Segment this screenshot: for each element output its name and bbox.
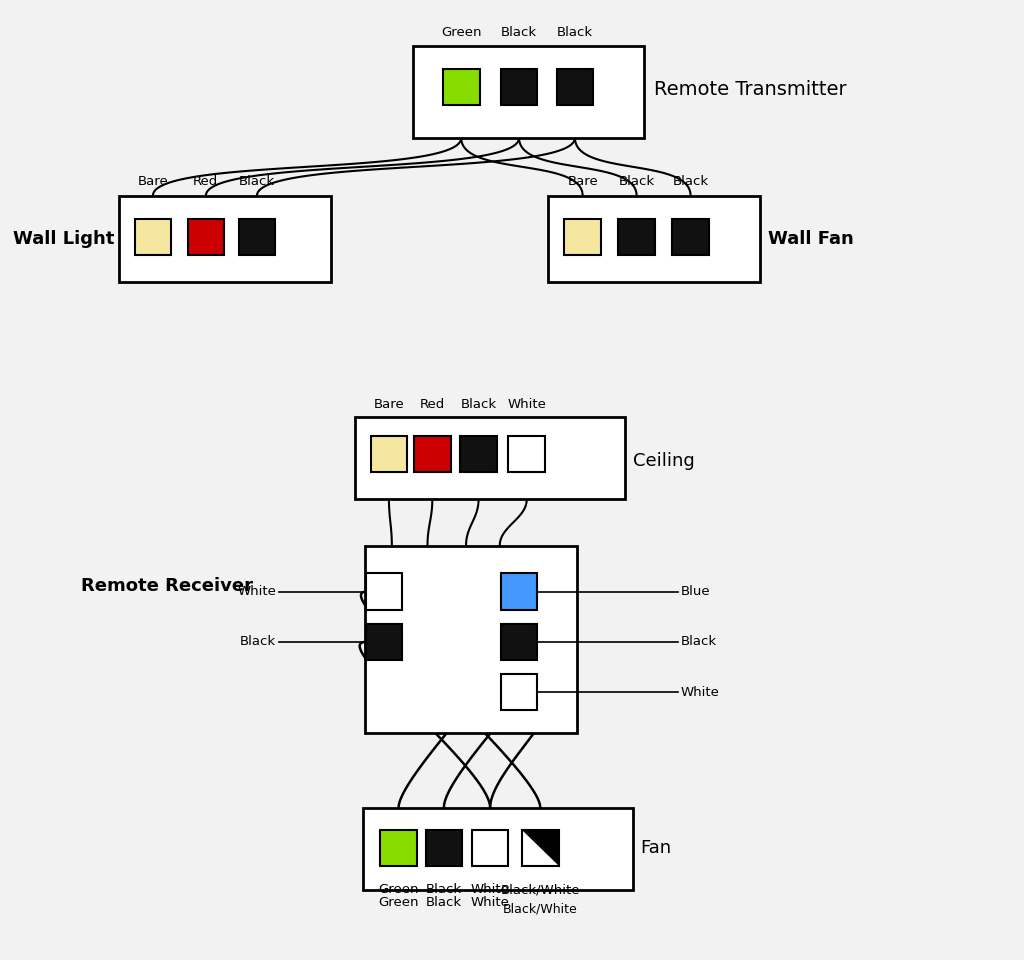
Text: Blue: Blue <box>681 586 711 598</box>
Text: White: White <box>681 685 720 699</box>
Text: Remote Transmitter: Remote Transmitter <box>654 81 847 99</box>
Text: Fan: Fan <box>640 839 672 857</box>
Bar <box>413 46 644 138</box>
Text: Wall Light: Wall Light <box>13 230 115 248</box>
Bar <box>366 624 402 660</box>
Bar <box>673 219 709 255</box>
Text: Green: Green <box>441 26 481 38</box>
Text: Bare: Bare <box>137 175 168 188</box>
Bar <box>119 196 331 282</box>
Bar <box>443 68 479 106</box>
Text: Ceiling: Ceiling <box>633 452 694 469</box>
Bar <box>362 807 633 890</box>
Bar <box>509 436 545 472</box>
Bar <box>239 219 275 255</box>
Bar <box>187 219 224 255</box>
Text: Black: Black <box>501 26 538 38</box>
Bar <box>501 68 538 106</box>
Bar <box>355 418 625 499</box>
Text: Remote Receiver: Remote Receiver <box>81 577 253 595</box>
Polygon shape <box>522 829 558 867</box>
Text: White: White <box>471 897 510 909</box>
Text: Bare: Bare <box>374 397 404 411</box>
Bar <box>557 68 593 106</box>
Bar <box>426 829 462 867</box>
Bar <box>564 219 601 255</box>
Bar <box>460 436 497 472</box>
Text: Green: Green <box>378 883 419 897</box>
Bar <box>501 573 538 611</box>
Bar <box>501 624 538 660</box>
Text: Black/White: Black/White <box>501 883 580 897</box>
Bar <box>548 196 760 282</box>
Bar <box>501 674 538 710</box>
Bar <box>380 829 417 867</box>
Bar <box>134 219 171 255</box>
Text: Black: Black <box>461 397 497 411</box>
Text: Bare: Bare <box>567 175 598 188</box>
Text: Red: Red <box>420 397 445 411</box>
Bar <box>366 573 402 611</box>
Text: Black/White: Black/White <box>503 902 578 915</box>
Bar <box>618 219 655 255</box>
Text: Black: Black <box>426 897 462 909</box>
Bar <box>522 829 558 867</box>
Text: Black: Black <box>557 26 593 38</box>
Bar <box>365 545 577 733</box>
Text: Black: Black <box>673 175 709 188</box>
Text: Black: Black <box>618 175 654 188</box>
Text: Green: Green <box>378 897 419 909</box>
Text: Wall Fan: Wall Fan <box>768 230 853 248</box>
Text: White: White <box>238 586 276 598</box>
Text: White: White <box>471 883 510 897</box>
Text: Black: Black <box>239 175 275 188</box>
Text: White: White <box>507 397 546 411</box>
Text: Black: Black <box>240 636 276 648</box>
Bar <box>414 436 451 472</box>
Text: Red: Red <box>194 175 218 188</box>
Bar <box>371 436 408 472</box>
Bar <box>472 829 509 867</box>
Text: Black: Black <box>681 636 717 648</box>
Text: Black: Black <box>426 883 462 897</box>
